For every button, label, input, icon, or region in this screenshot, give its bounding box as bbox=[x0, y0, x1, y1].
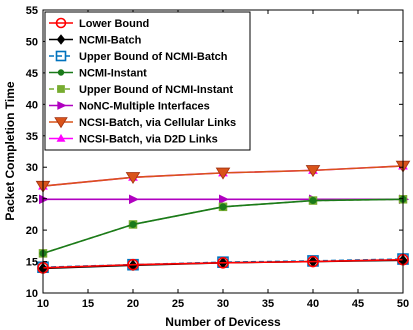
legend-box bbox=[44, 11, 251, 151]
legend-marker bbox=[54, 117, 68, 129]
legend-label: Upper Bound of NCMI-Instant bbox=[79, 84, 233, 96]
data-point bbox=[129, 220, 137, 228]
y-axis-label: Packet Completion Time bbox=[3, 81, 17, 220]
legend-item: Lower Bound bbox=[49, 17, 149, 30]
y-tick-label: 40 bbox=[26, 99, 38, 111]
data-point bbox=[129, 194, 140, 205]
legend-item: NoNC-Multiple Interfaces bbox=[49, 101, 210, 113]
x-tick-label: 10 bbox=[37, 298, 49, 310]
y-tick-label: 20 bbox=[26, 225, 38, 237]
legend-label: Upper Bound of NCMI-Batch bbox=[79, 51, 228, 63]
series-line bbox=[42, 258, 404, 269]
legend-item: Upper Bound of NCMI-Batch bbox=[49, 50, 228, 63]
data-point bbox=[39, 194, 50, 205]
x-tick-label: 50 bbox=[397, 298, 409, 310]
legend-label: Lower Bound bbox=[79, 18, 149, 30]
data-point bbox=[219, 203, 227, 211]
y-tick-label: 15 bbox=[26, 257, 38, 269]
legend-item: NCSI-Batch, via Cellular Links bbox=[49, 117, 236, 129]
legend-label: NCMI-Instant bbox=[79, 68, 147, 80]
x-tick-label: 20 bbox=[127, 298, 139, 310]
x-tick-label: 30 bbox=[217, 298, 229, 310]
legend-marker bbox=[55, 17, 67, 29]
data-point bbox=[305, 165, 321, 178]
data-point bbox=[219, 194, 230, 205]
data-point bbox=[307, 255, 319, 268]
legend-label: NCSI-Batch, via Cellular Links bbox=[79, 117, 236, 129]
legend-marker bbox=[57, 69, 65, 76]
legend-item: NCMI-Instant bbox=[49, 68, 147, 80]
y-tick-label: 30 bbox=[26, 162, 38, 174]
x-tick-label: 45 bbox=[352, 298, 364, 310]
legend-label: NCSI-Batch, via D2D Links bbox=[79, 134, 218, 146]
x-axis-label: Number of Devicess bbox=[165, 315, 281, 329]
series-3 bbox=[39, 195, 407, 257]
x-tick-label: 35 bbox=[262, 298, 274, 310]
plot-frame bbox=[42, 9, 404, 294]
y-tick-label: 55 bbox=[26, 5, 38, 17]
data-point bbox=[215, 167, 231, 180]
legend-marker bbox=[57, 85, 65, 93]
x-tick-label: 15 bbox=[82, 298, 94, 310]
data-point bbox=[217, 257, 229, 269]
x-tick-label: 40 bbox=[307, 298, 319, 310]
legend-marker bbox=[56, 133, 66, 142]
data-point bbox=[127, 258, 139, 271]
legend-item: NCSI-Batch, via D2D Links bbox=[49, 134, 218, 146]
data-point bbox=[309, 197, 317, 205]
legend-item: NCMI-Batch bbox=[49, 34, 142, 47]
x-tick-label: 25 bbox=[172, 298, 184, 310]
legend-marker bbox=[56, 34, 66, 45]
legend-item: Upper Bound of NCMI-Instant bbox=[49, 84, 233, 96]
legend-label: NCMI-Batch bbox=[79, 35, 142, 47]
y-tick-label: 50 bbox=[26, 36, 38, 48]
legend-marker bbox=[55, 50, 67, 62]
y-tick-label: 25 bbox=[26, 194, 38, 206]
ticks-layer: 10 15 20 25 30 35 40 45 50 10 15 20 25 30 35 40 45 50 55 bbox=[26, 5, 409, 310]
legend-label: NoNC-Multiple Interfaces bbox=[79, 101, 210, 113]
y-tick-label: 35 bbox=[26, 131, 38, 143]
y-tick-label: 10 bbox=[26, 288, 38, 300]
data-point bbox=[125, 172, 141, 185]
legend: Lower Bound NCMI-Batch Upper Bound of NCMI… bbox=[44, 11, 251, 151]
y-tick-label: 45 bbox=[26, 68, 38, 80]
legend-marker bbox=[57, 101, 67, 110]
